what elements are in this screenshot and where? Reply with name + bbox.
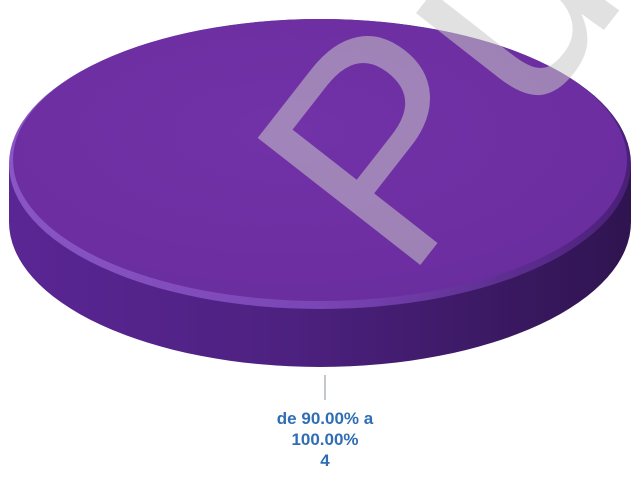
data-label-value: 4 <box>320 451 330 470</box>
data-label-slice-1: de 90.00% a 100.00% 4 <box>220 408 430 471</box>
data-label-category-line-1: de 90.00% a <box>276 409 374 428</box>
pie-slice-1-side <box>9 160 631 367</box>
data-label-category-line-2: 100.00% <box>291 430 359 449</box>
pie-slice-1 <box>13 19 627 301</box>
